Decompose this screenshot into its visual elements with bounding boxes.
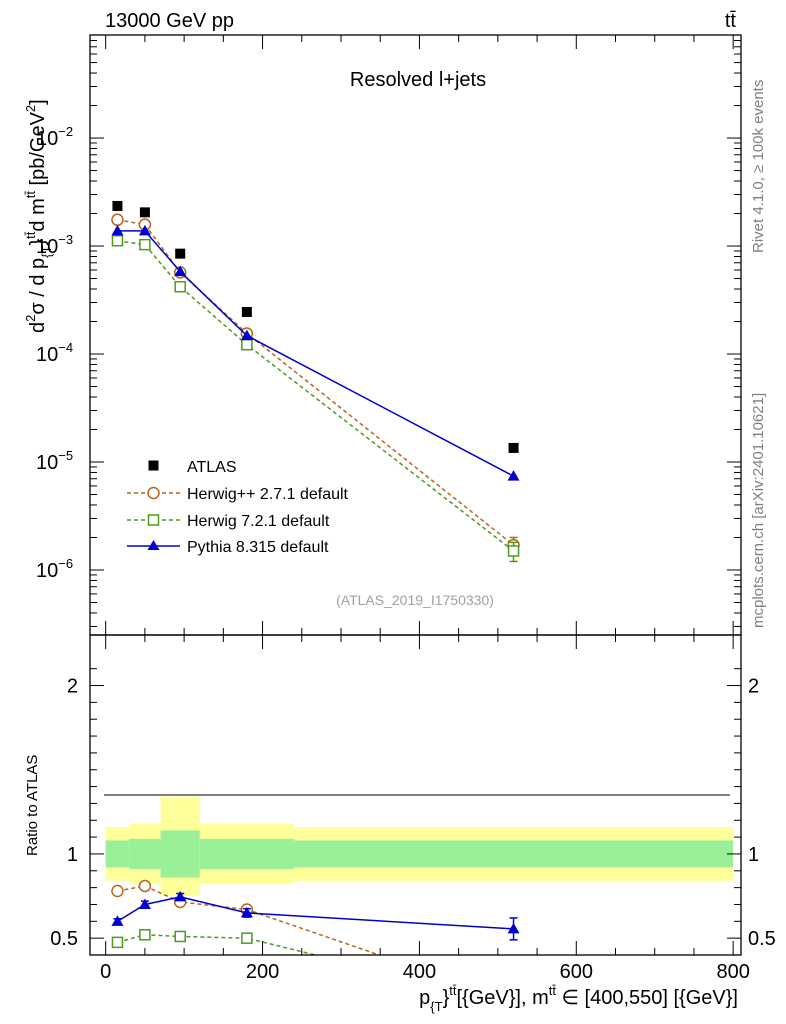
x-tick-label: 400: [403, 961, 436, 983]
main-line-herwig-7-2-1-default: [117, 239, 515, 552]
ratio-y-tick-label-right: 0.5: [748, 928, 776, 950]
legend-marker-pythia: [147, 540, 160, 550]
main-y-tick-label-exponent: −6: [58, 556, 73, 571]
ratio-uncertainty-band-inner: [293, 840, 734, 868]
main-point-atlas: [139, 207, 150, 218]
mcplots-label: mcplots.cern.ch [arXiv:2401.10621]: [750, 393, 767, 628]
ratio-series-pythia-8-315-default: [111, 890, 520, 941]
main-y-tick-label-exponent: −2: [58, 124, 73, 139]
ratio-uncertainty-band-inner: [199, 838, 294, 870]
ratio-band-layer: [105, 796, 734, 897]
main-point-atlas: [508, 442, 519, 453]
legend: ATLAS Herwig++ 2.7.1 default Herwig 7.2.…: [127, 459, 349, 556]
legend-item-pythia: Pythia 8.315 default: [127, 539, 329, 556]
main-point-pythia-8-315-default: [111, 224, 124, 236]
main-y-tick-label-exponent: −4: [58, 340, 73, 355]
ratio-uncertainty-band-inner: [160, 830, 200, 878]
ratio-series-layer: [111, 879, 520, 955]
ratio-point-herwig-7-2-1-default: [241, 932, 253, 944]
legend-label-atlas: ATLAS: [187, 459, 237, 476]
ratio-point-herwig-7-2-1-default: [111, 936, 124, 949]
legend-marker-herwig7: [147, 514, 160, 526]
main-series-atlas: [112, 200, 519, 453]
ratio-point-pythia-8-315-default: [174, 890, 187, 902]
main-series-pythia-8-315-default: [111, 224, 520, 481]
legend-item-herwig7: Herwig 7.2.1 default: [127, 513, 330, 530]
ratio-point-herwig-2-7-1-default: [138, 879, 152, 893]
main-y-tick-label-base: 10: [36, 452, 58, 474]
main-line-pythia-8-315-default: [117, 230, 514, 477]
legend-item-herwigpp: Herwig++ 2.7.1 default: [127, 486, 349, 503]
ratio-y-tick-label-left: 0.5: [50, 928, 78, 950]
main-point-herwig-7-2-1-default: [241, 338, 253, 351]
main-point-atlas: [112, 200, 123, 211]
main-point-herwig-7-2-1-default: [111, 234, 124, 247]
main-y-tick-label: 10−5: [36, 448, 73, 474]
chart-title: Resolved l+jets: [350, 69, 486, 91]
main-y-axis-label: d2σ / d p{T}tt̄d mtt̄ [pb/GeV2]: [23, 99, 54, 333]
energy-label: 13000 GeV pp: [105, 10, 234, 32]
ratio-y-tick-label-left: 1: [67, 844, 78, 866]
main-point-pythia-8-315-default: [174, 265, 187, 277]
main-point-herwig-7-2-1-default: [507, 545, 520, 557]
main-point-pythia-8-315-default: [507, 470, 520, 481]
ratio-point-herwig-2-7-1-default: [111, 884, 124, 898]
main-point-pythia-8-315-default: [240, 329, 253, 341]
ratio-y-tick-label-right: 2: [748, 676, 759, 698]
main-point-herwig-7-2-1-default: [174, 280, 186, 293]
process-label: tt̄: [725, 10, 737, 32]
main-series-herwig-7-2-1-default: [111, 234, 520, 563]
ratio-panel: 0.5 0.5 1 1 2 2 0 200 400 600 800 Ratio to ATLAS p…: [24, 634, 776, 1014]
legend-label-pythia: Pythia 8.315 default: [187, 539, 329, 556]
legend-marker-herwigpp: [147, 486, 160, 500]
ratio-frame: [89, 634, 742, 956]
rivet-version-label: Rivet 4.1.0, ≥ 100k events: [750, 80, 767, 253]
main-point-atlas: [175, 248, 186, 259]
x-tick-label: 0: [100, 961, 111, 983]
ratio-y-tick-label-right: 1: [748, 844, 759, 866]
x-tick-label: 200: [246, 961, 279, 983]
x-tick-label: 800: [716, 961, 749, 983]
ratio-point-herwig-7-2-1-default: [174, 930, 186, 943]
legend-item-atlas: ATLAS: [148, 459, 237, 476]
main-y-tick-label-base: 10: [36, 344, 58, 366]
ratio-y-axis-label: Ratio to ATLAS: [24, 755, 41, 856]
ratio-axis-layer: 0.5 0.5 1 1 2 2 0 200 400 600 800: [50, 635, 776, 983]
main-y-tick-label-base: 10: [36, 560, 58, 582]
legend-marker-atlas: [148, 460, 159, 471]
ratio-uncertainty-band-inner: [105, 840, 130, 868]
ratio-series-herwig-7-2-1-default: [111, 929, 319, 955]
ratio-point-herwig-7-2-1-default: [139, 929, 151, 941]
ratio-uncertainty-band-inner: [129, 838, 161, 870]
main-series-layer: [111, 200, 520, 563]
ratio-point-pythia-8-315-default: [507, 922, 520, 934]
main-y-tick-label-exponent: −3: [58, 232, 73, 247]
ratio-point-pythia-8-315-default: [111, 915, 124, 926]
analysis-label: (ATLAS_2019_I1750330): [336, 592, 494, 608]
x-axis-label: p{T}tt̄[{GeV}], mtt̄ ∈ [400,550] [{GeV}]: [419, 983, 738, 1014]
x-tick-label: 600: [560, 961, 593, 983]
main-y-tick-label-exponent: −5: [58, 448, 73, 463]
main-y-tick-label: 10−4: [36, 340, 73, 366]
main-y-tick-label: 10−3: [36, 232, 73, 258]
main-panel: 10−610−510−410−310−2 Resolved l+jets (AT…: [23, 34, 742, 636]
main-point-herwig-2-7-1-default: [111, 213, 124, 227]
main-series-herwig-2-7-1-default: [111, 213, 520, 555]
main-y-tick-label: 10−2: [36, 124, 73, 150]
ratio-point-pythia-8-315-default: [240, 906, 253, 918]
ratio-y-tick-label-left: 2: [67, 676, 78, 698]
main-point-pythia-8-315-default: [138, 224, 151, 236]
ratio-point-pythia-8-315-default: [138, 898, 151, 909]
main-y-tick-label-base: 10: [36, 128, 58, 150]
legend-label-herwig7: Herwig 7.2.1 default: [187, 513, 330, 530]
main-point-herwig-7-2-1-default: [139, 238, 151, 251]
main-point-atlas: [241, 306, 252, 317]
main-axis-layer: 10−610−510−410−310−2: [36, 34, 741, 635]
main-y-tick-label: 10−6: [36, 556, 73, 582]
main-y-tick-label-base: 10: [36, 236, 58, 258]
legend-label-herwigpp: Herwig++ 2.7.1 default: [187, 486, 349, 503]
